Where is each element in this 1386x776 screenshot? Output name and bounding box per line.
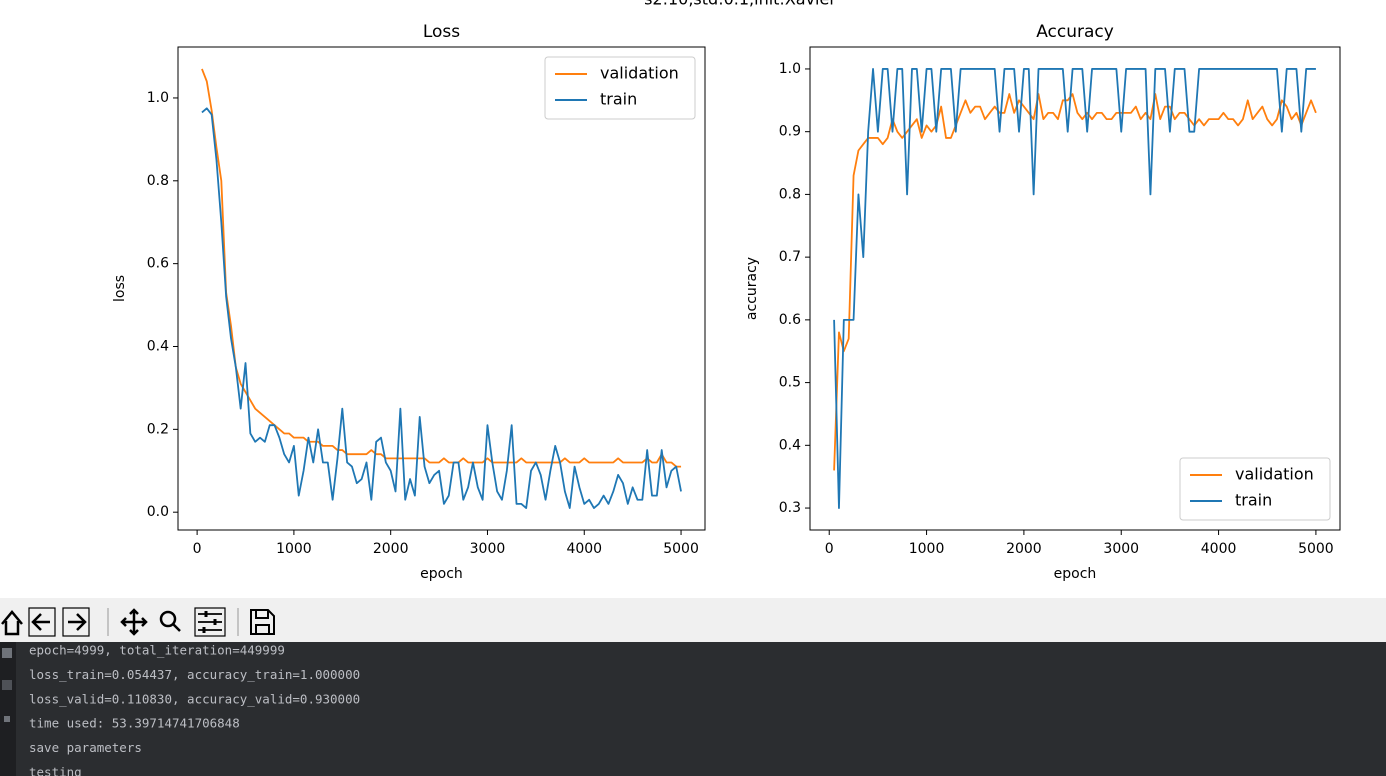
- configure-button[interactable]: [194, 607, 226, 637]
- y-axis-label: accuracy: [744, 257, 760, 320]
- x-tick-label: 5000: [1298, 541, 1334, 557]
- y-tick-label: 0.0: [147, 504, 169, 520]
- y-tick-label: 0.6: [147, 256, 169, 272]
- axes-background: [178, 47, 705, 530]
- y-tick-label: 0.9: [779, 124, 801, 140]
- legend: validation train: [544, 56, 696, 120]
- series-line: [201, 68, 682, 468]
- legend-label: train: [1235, 491, 1272, 510]
- save-button[interactable]: [250, 609, 275, 635]
- x-tick-label: 3000: [1103, 541, 1139, 557]
- x-tick-label: 4000: [1201, 541, 1237, 557]
- axes-frame: [809, 46, 1341, 531]
- home-button[interactable]: [1, 610, 23, 636]
- series-line: [833, 68, 1316, 509]
- axes-frame: [177, 46, 706, 531]
- console-panel: [0, 642, 1386, 776]
- axes-title: Loss: [423, 22, 460, 42]
- legend-label: validation: [1235, 465, 1314, 484]
- axes: 0 1000 2000 3000 4000 5000 0.0 0.2 0.4 0.6 0.8 1.0 L…: [112, 22, 706, 582]
- x-axis-label: epoch: [420, 566, 463, 582]
- y-tick-label: 0.3: [779, 500, 801, 516]
- y-tick-label: 0.2: [147, 421, 169, 437]
- legend-label: validation: [600, 64, 679, 83]
- x-tick-label: 5000: [663, 541, 699, 557]
- console-line: save parameters: [29, 740, 142, 755]
- x-tick-label: 1000: [909, 541, 945, 557]
- y-tick-label: 0.6: [779, 312, 801, 328]
- back-button[interactable]: [28, 607, 56, 637]
- gutter-icon[interactable]: [4, 716, 10, 722]
- x-tick-label: 4000: [566, 541, 602, 557]
- series-line: [833, 93, 1317, 471]
- x-tick-label: 2000: [1006, 541, 1042, 557]
- legend-box: [1179, 457, 1331, 521]
- zoom-button[interactable]: [159, 610, 181, 632]
- gutter-icon[interactable]: [2, 680, 12, 690]
- y-tick-label: 0.8: [147, 173, 169, 189]
- y-tick-label: 1.0: [147, 90, 169, 106]
- axes: 0 1000 2000 3000 4000 5000 0.3 0.4 0.5 0.6 0.7 0.8 0…: [744, 22, 1341, 582]
- legend: validation train: [1179, 457, 1331, 521]
- toolbar-buttons: [1, 607, 275, 637]
- console-gutter: [0, 642, 16, 776]
- console-line: loss_valid=0.110830, accuracy_valid=0.93…: [29, 691, 360, 706]
- console-line: time used: 53.39714741706848: [29, 716, 240, 731]
- y-tick-label: 0.4: [779, 437, 801, 453]
- x-tick-label: 0: [193, 541, 202, 557]
- pan-button[interactable]: [120, 608, 148, 636]
- console-output: epoch=4999, total_iteration=449999 loss_t…: [29, 643, 360, 776]
- series-line: [201, 107, 682, 509]
- toolbar: [0, 598, 1386, 642]
- y-tick-label: 0.7: [779, 249, 801, 265]
- legend-box: [544, 56, 696, 120]
- gutter-icon[interactable]: [2, 648, 12, 658]
- y-tick-label: 0.8: [779, 186, 801, 202]
- x-axis-label: epoch: [1054, 566, 1097, 582]
- y-axis-label: loss: [112, 275, 128, 302]
- y-tick-label: 1.0: [779, 61, 801, 77]
- x-tick-label: 1000: [276, 541, 312, 557]
- forward-button[interactable]: [62, 607, 90, 637]
- x-tick-label: 0: [825, 541, 834, 557]
- legend-label: train: [600, 90, 637, 109]
- console-line: epoch=4999, total_iteration=449999: [29, 643, 285, 658]
- console-line: testing: [29, 765, 82, 776]
- x-tick-label: 3000: [470, 541, 506, 557]
- console-line: loss_train=0.054437, accuracy_train=1.00…: [29, 667, 360, 682]
- axes-background: [810, 47, 1340, 530]
- suptitle: s2:10,std:0.1,init:Xavier: [644, 0, 836, 9]
- axes-title: Accuracy: [1036, 22, 1114, 42]
- x-tick-label: 2000: [373, 541, 409, 557]
- y-tick-label: 0.4: [147, 338, 169, 354]
- y-tick-label: 0.5: [779, 375, 801, 391]
